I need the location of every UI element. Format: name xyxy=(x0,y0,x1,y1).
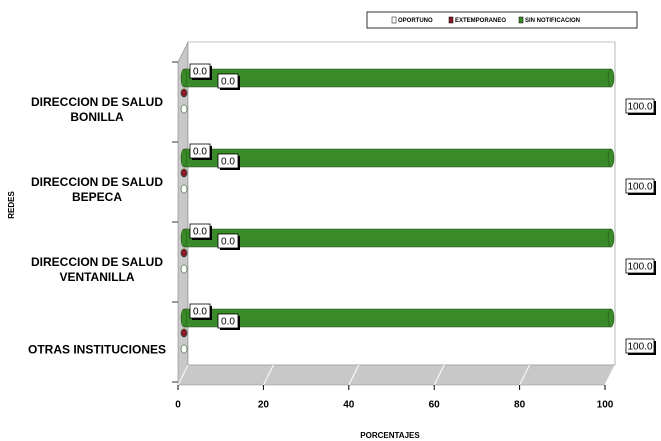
bar-body xyxy=(183,148,612,168)
bar xyxy=(180,328,188,338)
bar xyxy=(180,184,188,194)
floor xyxy=(177,364,616,386)
value-label: 100.0 xyxy=(627,102,652,113)
value-label: 0.0 xyxy=(221,77,235,88)
value-label-box xyxy=(625,98,655,114)
bar-body xyxy=(183,68,612,88)
bar xyxy=(180,248,188,258)
value-label: 0.0 xyxy=(221,237,235,248)
value-label-box xyxy=(217,313,239,329)
y-tick-label: DIRECCION DE SALUD VENTANILLA xyxy=(30,255,163,284)
legend-swatch xyxy=(448,16,454,24)
value-label: 100.0 xyxy=(627,262,652,273)
legend-label: SIN NOTIFICACION xyxy=(525,18,580,24)
bar-cap xyxy=(180,248,188,258)
grid-line xyxy=(519,364,531,386)
bar xyxy=(180,308,615,328)
value-label-box xyxy=(625,178,655,194)
bar-cap xyxy=(607,148,615,168)
bar-body xyxy=(183,228,612,248)
value-label: 100.0 xyxy=(627,182,652,193)
bar-cap xyxy=(180,328,188,338)
legend-label: OPORTUNO xyxy=(398,18,433,24)
bar-cap xyxy=(180,88,188,98)
value-label: 0.0 xyxy=(221,157,235,168)
x-tick-label: 20 xyxy=(258,400,270,411)
bar-cap xyxy=(180,168,188,178)
bar-cap xyxy=(180,264,188,274)
bar-cap xyxy=(607,228,615,248)
grid-line xyxy=(177,364,189,386)
value-label-box xyxy=(189,223,211,239)
grid-line xyxy=(348,364,360,386)
legend-box xyxy=(366,11,638,29)
value-label-box xyxy=(189,143,211,159)
bar xyxy=(180,344,188,354)
grid-line xyxy=(433,364,445,386)
value-label-box xyxy=(189,303,211,319)
x-tick-label: 80 xyxy=(514,400,526,411)
bar xyxy=(180,148,615,168)
legend-swatch xyxy=(518,16,524,24)
value-label: 0.0 xyxy=(193,147,207,158)
grid-line xyxy=(262,364,274,386)
value-label: 0.0 xyxy=(193,67,207,78)
bar-cap xyxy=(607,68,615,88)
value-label-box xyxy=(217,73,239,89)
value-label-box xyxy=(217,153,239,169)
y-tick-label: DIRECCION DE SALUD BONILLA xyxy=(30,95,163,124)
value-label: 0.0 xyxy=(193,227,207,238)
bar-cap xyxy=(180,104,188,114)
bar xyxy=(180,88,188,98)
bar-cap xyxy=(180,308,188,328)
y-tick-label: DIRECCION DE SALUD BEPECA xyxy=(30,175,163,204)
value-label: 0.0 xyxy=(193,307,207,318)
value-label-box xyxy=(217,233,239,249)
bar-cap xyxy=(180,68,188,88)
value-label-box xyxy=(625,338,655,354)
legend-swatch xyxy=(391,16,397,24)
x-tick-label: 40 xyxy=(343,400,355,411)
bar xyxy=(180,168,188,178)
value-label: 100.0 xyxy=(627,342,652,353)
bar xyxy=(180,68,615,88)
value-label-box xyxy=(189,63,211,79)
bar-cap xyxy=(180,184,188,194)
bar-cap xyxy=(607,308,615,328)
bar-cap xyxy=(180,148,188,168)
bar xyxy=(180,264,188,274)
x-tick-label: 100 xyxy=(597,400,614,411)
value-label: 0.0 xyxy=(221,317,235,328)
y-tick-label: OTRAS INSTITUCIONES xyxy=(27,342,166,357)
bar-cap xyxy=(180,228,188,248)
y-axis-title: REDES xyxy=(7,191,16,219)
bar xyxy=(180,228,615,248)
bar-body xyxy=(183,308,612,328)
value-label-box xyxy=(625,258,655,274)
grid-line xyxy=(604,364,616,386)
x-tick-label: 0 xyxy=(175,400,181,411)
x-tick-label: 60 xyxy=(429,400,441,411)
legend-label: EXTEMPORANEO xyxy=(455,18,506,24)
x-axis-title: PORCENTAJES xyxy=(360,431,420,440)
bar xyxy=(180,104,188,114)
bar-cap xyxy=(180,344,188,354)
